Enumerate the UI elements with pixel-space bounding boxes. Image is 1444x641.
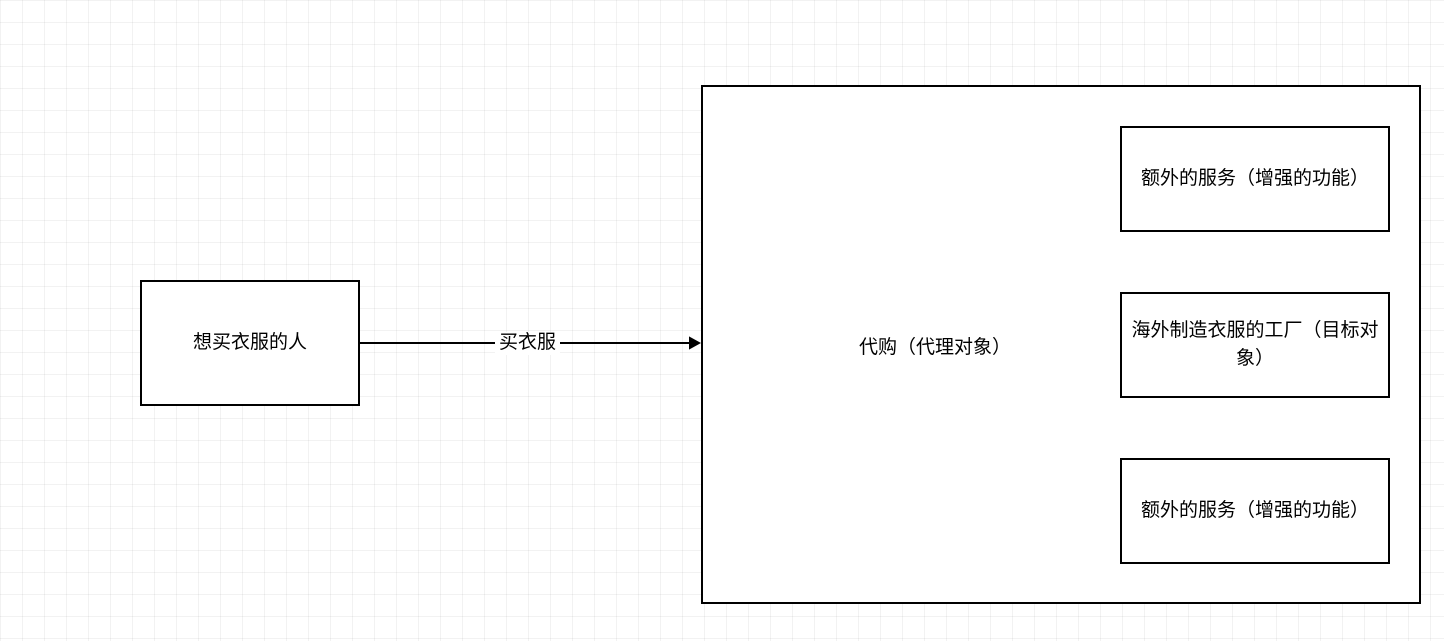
node-extra-service-bottom-label: 额外的服务（增强的功能）	[1141, 497, 1369, 526]
node-extra-service-top-label: 额外的服务（增强的功能）	[1141, 165, 1369, 194]
node-buyer: 想买衣服的人	[140, 280, 360, 406]
node-extra-service-bottom: 额外的服务（增强的功能）	[1120, 458, 1390, 564]
node-extra-service-top: 额外的服务（增强的功能）	[1120, 126, 1390, 232]
node-factory-label: 海外制造衣服的工厂（目标对象）	[1130, 317, 1380, 374]
diagram-canvas: 想买衣服的人 代购（代理对象） 额外的服务（增强的功能） 海外制造衣服的工厂（目…	[0, 0, 1444, 641]
node-buyer-label: 想买衣服的人	[193, 329, 307, 358]
node-proxy-label: 代购（代理对象）	[775, 334, 1095, 363]
edge-buy-label: 买衣服	[495, 332, 560, 355]
node-factory: 海外制造衣服的工厂（目标对象）	[1120, 292, 1390, 398]
